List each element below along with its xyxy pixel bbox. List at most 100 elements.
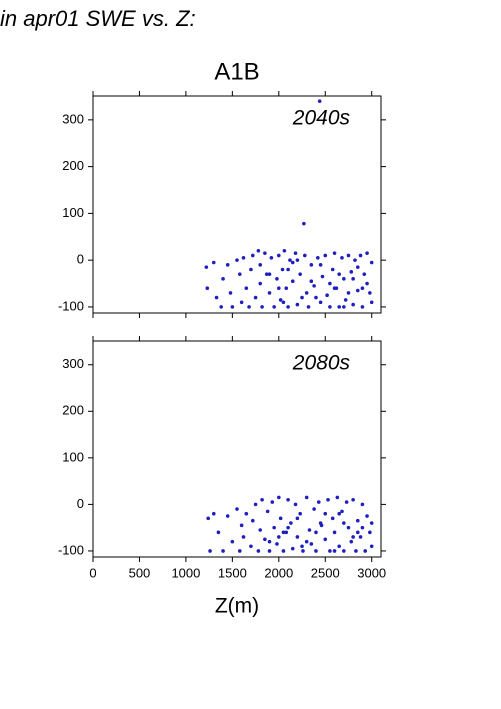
- point: [272, 305, 276, 309]
- point: [228, 291, 233, 295]
- point: [323, 537, 328, 542]
- point: [241, 256, 246, 260]
- point: [337, 305, 341, 309]
- point: [346, 253, 351, 258]
- point: [260, 497, 264, 502]
- point: [326, 497, 330, 502]
- point: [267, 549, 272, 553]
- point: [325, 293, 329, 298]
- point: [323, 511, 328, 516]
- point: [216, 530, 221, 535]
- point: [355, 265, 360, 269]
- point: [295, 516, 300, 521]
- x-axis-label: Z(m): [215, 595, 259, 618]
- point: [312, 284, 316, 288]
- point: [235, 258, 239, 262]
- point: [323, 253, 328, 258]
- plot-frame: [92, 340, 382, 558]
- point: [342, 521, 346, 525]
- point: [235, 507, 239, 511]
- y-tick-label: 200: [62, 403, 84, 418]
- point: [318, 521, 323, 525]
- point: [278, 516, 283, 521]
- point: [281, 530, 286, 535]
- point: [332, 286, 337, 291]
- point: [342, 277, 346, 281]
- point: [351, 535, 355, 539]
- point: [239, 523, 244, 528]
- point: [302, 221, 306, 226]
- point: [269, 256, 274, 260]
- point: [309, 542, 314, 546]
- point: [289, 521, 293, 525]
- point: [237, 272, 242, 276]
- point: [214, 295, 219, 300]
- point: [368, 291, 372, 295]
- point: [267, 291, 272, 295]
- y-tick-label: 100: [62, 449, 84, 464]
- point: [314, 530, 318, 535]
- point: [355, 530, 360, 535]
- point: [314, 295, 318, 300]
- point: [316, 256, 320, 260]
- point: [328, 549, 332, 553]
- point: [281, 549, 286, 553]
- point: [253, 295, 258, 300]
- point: [290, 546, 295, 551]
- point: [219, 305, 224, 309]
- y-tick-label: 100: [62, 205, 84, 220]
- x-tick-label: 500: [129, 565, 151, 580]
- point: [284, 530, 289, 535]
- point: [277, 495, 281, 500]
- point: [318, 263, 323, 267]
- point: [221, 549, 225, 553]
- point: [230, 539, 235, 544]
- point: [369, 521, 374, 525]
- point: [304, 495, 309, 500]
- y-tick-label: 300: [62, 356, 84, 371]
- point: [304, 539, 309, 544]
- point: [363, 549, 368, 553]
- point: [300, 295, 304, 300]
- point: [360, 525, 365, 530]
- y-tick-label: -100: [58, 542, 84, 557]
- point: [298, 511, 302, 516]
- point: [270, 500, 275, 504]
- x-tick-label: 1500: [218, 565, 247, 580]
- point: [365, 251, 369, 255]
- point: [230, 305, 235, 309]
- point: [250, 253, 255, 258]
- point: [351, 497, 355, 502]
- point: [300, 544, 304, 549]
- point: [340, 509, 344, 514]
- point: [295, 535, 300, 539]
- y-tick-label: 0: [77, 252, 84, 267]
- point: [295, 302, 300, 307]
- y-tick-label: 0: [77, 496, 84, 511]
- point: [328, 305, 332, 309]
- point: [332, 549, 337, 553]
- page-title: in apr01 SWE vs. Z:: [0, 6, 196, 31]
- point: [354, 549, 358, 553]
- point: [337, 544, 341, 549]
- point: [304, 291, 309, 295]
- point: [295, 258, 300, 262]
- point: [277, 535, 281, 539]
- x-tick-label: 0: [89, 565, 96, 580]
- point: [263, 537, 267, 542]
- point: [355, 288, 360, 293]
- point: [265, 509, 270, 514]
- point: [369, 260, 374, 265]
- point: [290, 260, 295, 265]
- point: [244, 511, 249, 516]
- x-tick-label: 2000: [264, 565, 293, 580]
- point: [360, 286, 365, 291]
- point: [275, 277, 279, 281]
- chart-title: A1B: [214, 58, 259, 85]
- point: [264, 272, 269, 276]
- point: [258, 528, 263, 532]
- point: [267, 539, 272, 544]
- y-tick-label: 300: [62, 111, 84, 126]
- point: [241, 535, 246, 539]
- point: [344, 500, 349, 504]
